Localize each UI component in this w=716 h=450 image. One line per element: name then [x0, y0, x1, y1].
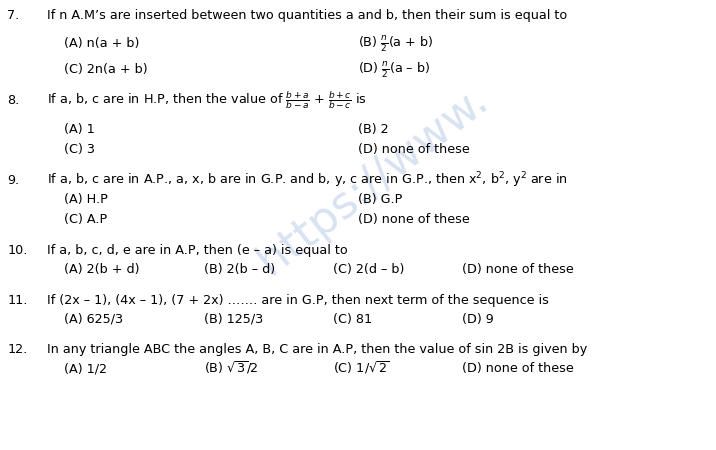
- Text: (C) 2n(a + b): (C) 2n(a + b): [64, 63, 148, 76]
- Text: If a, b, c are in A.P., a, x, b are in G.P. and b, y, c are in G.P., then x$^2$,: If a, b, c are in A.P., a, x, b are in G…: [47, 171, 567, 190]
- Text: In any triangle ABC the angles A, B, C are in A.P, then the value of sin 2B is g: In any triangle ABC the angles A, B, C a…: [47, 343, 587, 356]
- Text: (C) 81: (C) 81: [333, 313, 372, 326]
- Text: (D) none of these: (D) none of these: [358, 143, 470, 156]
- Text: (D) none of these: (D) none of these: [358, 213, 470, 226]
- Text: (A) H.P: (A) H.P: [64, 194, 108, 207]
- Text: (C) 2(d – b): (C) 2(d – b): [333, 263, 405, 276]
- Text: 11.: 11.: [7, 294, 27, 307]
- Text: 7.: 7.: [7, 9, 19, 22]
- Text: (C) 1/$\sqrt{2}$: (C) 1/$\sqrt{2}$: [333, 359, 390, 376]
- Text: (B) G.P: (B) G.P: [358, 194, 402, 207]
- Text: (A) 1: (A) 1: [64, 123, 95, 136]
- Text: 12.: 12.: [7, 343, 27, 356]
- Text: (B) 2: (B) 2: [358, 123, 389, 136]
- Text: (B) 125/3: (B) 125/3: [204, 313, 263, 326]
- Text: https://www.: https://www.: [249, 77, 495, 283]
- Text: (D) $\frac{n}{2}$(a – b): (D) $\frac{n}{2}$(a – b): [358, 60, 430, 80]
- Text: (B) $\sqrt{3}$/2: (B) $\sqrt{3}$/2: [204, 359, 258, 376]
- Text: If n A.M’s are inserted between two quantities a and b, then their sum is equal : If n A.M’s are inserted between two quan…: [47, 9, 567, 22]
- Text: 10.: 10.: [7, 244, 27, 257]
- Text: (C) A.P: (C) A.P: [64, 213, 107, 226]
- Text: (B) $\frac{n}{2}$(a + b): (B) $\frac{n}{2}$(a + b): [358, 35, 433, 54]
- Text: (B) 2(b – d): (B) 2(b – d): [204, 263, 275, 276]
- Text: (C) 3: (C) 3: [64, 143, 95, 156]
- Text: (D) none of these: (D) none of these: [462, 263, 574, 276]
- Text: If (2x – 1), (4x – 1), (7 + 2x) ……. are in G.P, then next term of the sequence i: If (2x – 1), (4x – 1), (7 + 2x) ……. are …: [47, 294, 548, 307]
- Text: (A) 2(b + d): (A) 2(b + d): [64, 263, 140, 276]
- Text: (D) none of these: (D) none of these: [462, 362, 574, 375]
- Text: (D) 9: (D) 9: [462, 313, 493, 326]
- Text: (A) 625/3: (A) 625/3: [64, 313, 124, 326]
- Text: If a, b, c are in H.P, then the value of $\frac{b+a}{b-a}$ + $\frac{b+c}{b-c}$ i: If a, b, c are in H.P, then the value of…: [47, 89, 367, 111]
- Text: (A) n(a + b): (A) n(a + b): [64, 37, 140, 50]
- Text: If a, b, c, d, e are in A.P, then (e – a) is equal to: If a, b, c, d, e are in A.P, then (e – a…: [47, 244, 347, 257]
- Text: 9.: 9.: [7, 175, 19, 188]
- Text: 8.: 8.: [7, 94, 19, 107]
- Text: (A) 1/2: (A) 1/2: [64, 362, 107, 375]
